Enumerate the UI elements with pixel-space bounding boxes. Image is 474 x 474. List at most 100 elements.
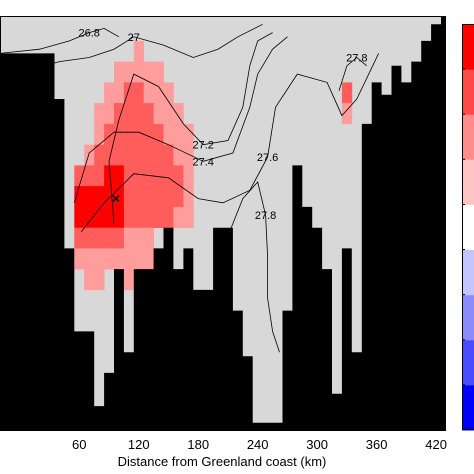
anomaly-cell [123, 186, 135, 208]
anomaly-cell [183, 206, 194, 228]
x-tick-label: 180 [187, 437, 209, 452]
density-contours: 26.8 27 27.2 27.4 27.6 27.8 27.8 [0, 23, 379, 353]
anomaly-cell [123, 227, 135, 249]
anomaly-cell [114, 227, 125, 249]
anomaly-cell [84, 165, 95, 187]
anomaly-cell [143, 123, 154, 145]
x-tick-label: 60 [72, 437, 86, 452]
anomaly-cell [114, 61, 125, 83]
anomaly-cell [74, 165, 85, 187]
anomaly-cell [163, 165, 174, 187]
anomaly-cell [163, 103, 174, 125]
colorbar-segment [462, 114, 474, 160]
contour-label: 27.8 [346, 53, 367, 65]
anomaly-cell [133, 103, 145, 125]
anomaly-cell [163, 82, 174, 104]
anomaly-cell [123, 165, 135, 187]
anomaly-cell [123, 123, 135, 145]
anomaly-cell [104, 165, 115, 187]
colorbar-segment [462, 249, 474, 296]
anomaly-cell [104, 248, 115, 270]
contour-label: 27.8 [255, 210, 276, 222]
station-marker [112, 195, 120, 203]
anomaly-cell [94, 103, 105, 125]
anomaly-cell [173, 206, 184, 228]
anomaly-cell [114, 103, 125, 125]
anomaly-cell [104, 227, 115, 249]
anomaly-cells [74, 40, 353, 291]
anomaly-cell [94, 269, 105, 291]
anomaly-cell [341, 82, 353, 104]
anomaly-cell [163, 186, 174, 208]
anomaly-cell [114, 206, 125, 228]
x-tick-label: 240 [247, 437, 269, 452]
anomaly-cell [143, 165, 154, 187]
x-tick-label: 120 [128, 437, 150, 452]
anomaly-cell [104, 144, 115, 166]
anomaly-cell [133, 248, 145, 270]
anomaly-cell [123, 61, 135, 83]
anomaly-cell [123, 82, 135, 104]
anomaly-cell [123, 103, 135, 125]
x-axis-title: Distance from Greenland coast (km) [118, 454, 327, 469]
anomaly-cell [183, 123, 194, 145]
anomaly-cell [84, 227, 95, 249]
anomaly-cell [163, 144, 174, 166]
anomaly-cell [123, 144, 135, 166]
anomaly-cell [133, 227, 145, 249]
anomaly-cell [104, 82, 115, 104]
anomaly-cell [341, 103, 353, 125]
anomaly-cell [153, 123, 164, 145]
anomaly-cell [114, 82, 125, 104]
anomaly-cell [94, 248, 105, 270]
anomaly-cell [143, 186, 154, 208]
anomaly-cell [84, 269, 95, 291]
anomaly-cell [94, 144, 105, 166]
anomaly-cell [114, 248, 125, 270]
anomaly-cell [133, 186, 145, 208]
anomaly-cell [143, 227, 154, 249]
anomaly-cell [133, 61, 145, 83]
anomaly-cell [143, 144, 154, 166]
anomaly-cell [114, 186, 125, 208]
anomaly-cell [133, 165, 145, 187]
anomaly-cell [173, 186, 184, 208]
anomaly-cell [143, 206, 154, 228]
anomaly-cell [143, 248, 154, 270]
colorbar-frame [462, 24, 474, 430]
anomaly-cell [173, 144, 184, 166]
anomaly-cell [133, 206, 145, 228]
contour-line [0, 23, 263, 87]
plot-area: 26.8 27 27.2 27.4 27.6 27.8 27.8 [0, 16, 446, 431]
anomaly-cell [74, 248, 85, 270]
anomaly-cell [133, 144, 145, 166]
colorbar-segment [462, 159, 474, 205]
contour-line [80, 53, 379, 233]
anomaly-cell [104, 206, 115, 228]
anomaly-cell [94, 206, 105, 228]
contour-label: 27.6 [257, 152, 278, 164]
anomaly-cell [153, 82, 164, 104]
anomaly-cell [183, 165, 194, 187]
anomaly-cell [104, 123, 115, 145]
anomaly-cell [94, 227, 105, 249]
anomaly-cell [153, 165, 164, 187]
x-axis-ticks: 60 120 180 240 300 360 420 [72, 426, 447, 452]
colorbar-segment [462, 339, 474, 386]
colorbar-segment [462, 384, 474, 431]
contour-label: 26.8 [78, 28, 99, 40]
anomaly-cell [143, 82, 154, 104]
contour-line [108, 32, 273, 224]
contour-line [217, 181, 280, 353]
anomaly-cell [153, 144, 164, 166]
contour-line [0, 27, 120, 54]
anomaly-cell [114, 165, 125, 187]
anomaly-cell [104, 103, 115, 125]
anomaly-cell [104, 186, 115, 208]
colorbar-segment [462, 294, 474, 341]
contour-line [73, 36, 288, 203]
anomaly-cell [153, 186, 164, 208]
anomaly-cell [133, 123, 145, 145]
anomaly-cell [84, 206, 95, 228]
anomaly-cell [94, 186, 105, 208]
